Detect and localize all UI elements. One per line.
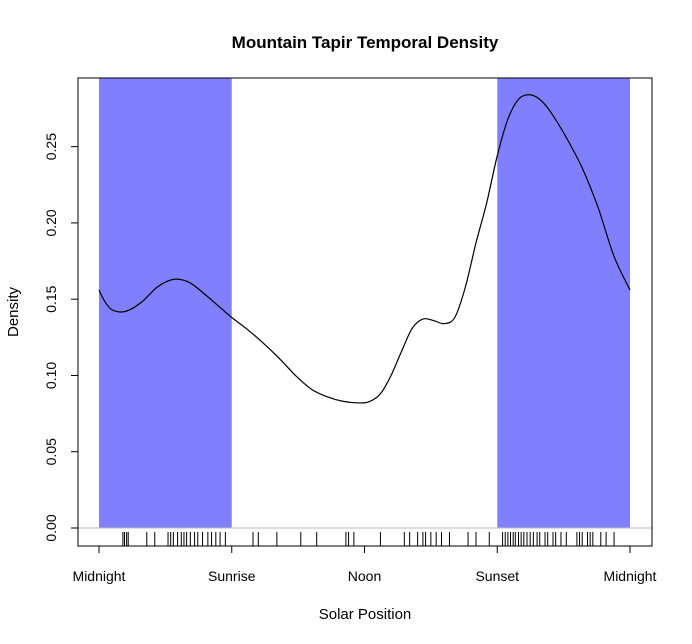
y-tick-label: 0.15 — [43, 285, 59, 312]
night-shade-1 — [497, 78, 630, 528]
x-axis-label: Solar Position — [319, 606, 412, 623]
y-axis-label: Density — [5, 286, 22, 337]
y-axis: 0.00 0.05 0.10 0.15 0.20 0.25 — [43, 133, 79, 542]
x-tick-label: Midnight — [73, 568, 126, 584]
x-axis: Midnight Sunrise Noon Sunset Midnight — [73, 545, 657, 584]
y-tick-label: 0.00 — [43, 514, 59, 541]
y-tick-label: 0.05 — [43, 438, 59, 465]
y-tick-label: 0.10 — [43, 362, 59, 389]
chart-title: Mountain Tapir Temporal Density — [232, 33, 499, 52]
x-tick-label: Midnight — [604, 568, 657, 584]
night-shade-0 — [99, 78, 232, 528]
y-tick-label: 0.25 — [43, 133, 59, 160]
density-curve — [98, 94, 631, 404]
y-tick-label: 0.20 — [43, 209, 59, 236]
x-tick-label: Sunrise — [208, 568, 256, 584]
x-tick-label: Noon — [348, 568, 381, 584]
rug-marks — [122, 532, 615, 546]
x-tick-label: Sunset — [475, 568, 519, 584]
